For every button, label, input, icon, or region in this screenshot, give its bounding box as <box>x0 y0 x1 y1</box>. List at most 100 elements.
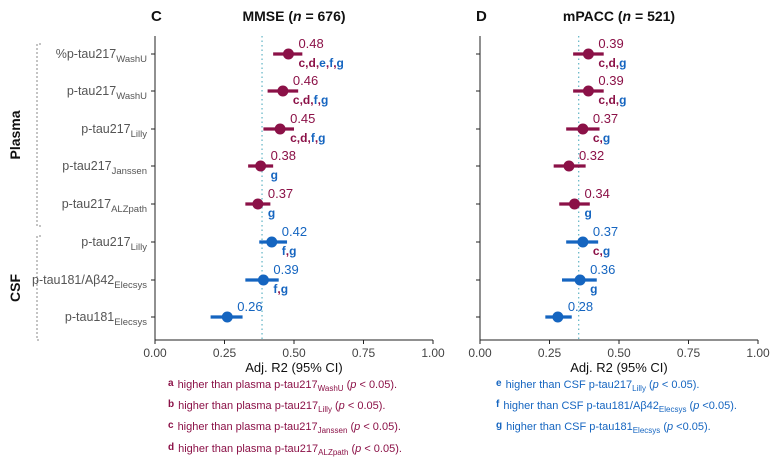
row-label: p-tau217Janssen <box>62 159 147 177</box>
footnote-text: < 0.05). <box>356 379 398 391</box>
point-estimate <box>577 123 589 135</box>
significance-letters: c,d,e,f,g <box>298 56 343 70</box>
significance-letters: g <box>590 282 597 296</box>
footnote-text: < 0.05). <box>658 379 700 391</box>
row-label: p-tau217ALZpath <box>62 197 147 215</box>
footnote-letter: a <box>168 378 174 389</box>
row-label: p-tau217Lilly <box>81 122 147 140</box>
value-label: 0.36 <box>590 262 615 277</box>
letter-comma: , <box>307 131 310 145</box>
row-label: %p-tau217WashU <box>56 47 147 65</box>
footnote-subscript: Janssen <box>317 426 348 436</box>
significance-letter: d <box>608 56 615 70</box>
letter-comma: , <box>333 56 336 70</box>
plasma-footnotes: a higher than plasma p-tau217WashU (p < 0… <box>168 376 402 461</box>
row-label-base: p-tau217 <box>81 122 130 136</box>
significance-letter: f <box>282 244 287 258</box>
footnote-p: p <box>693 400 700 413</box>
footnote-p: p <box>667 421 674 434</box>
footnote-text: higher than plasma p-tau217 <box>178 442 319 455</box>
point-estimate <box>274 123 286 135</box>
row-label-base: p-tau181/Aβ42 <box>32 273 114 287</box>
significance-letter: g <box>268 206 275 220</box>
x-axis-label: Adj. R2 (95% CI) <box>245 360 343 375</box>
footnote-text: < 0.05). <box>360 421 401 434</box>
footnote-line: c higher than plasma p-tau217Janssen (p <… <box>168 418 402 439</box>
footnote-text: ( <box>343 379 351 391</box>
significance-letter: c <box>598 56 605 70</box>
row-label-subscript: WashU <box>116 54 147 65</box>
x-tick-label: 1.00 <box>421 346 445 360</box>
point-estimate <box>255 160 267 172</box>
significance-letter: f <box>314 93 319 107</box>
footnote-text: higher than plasma p-tau217 <box>177 421 318 434</box>
significance-letter: g <box>590 282 597 296</box>
letter-comma: , <box>297 131 300 145</box>
significance-letters: g <box>585 206 592 220</box>
footnote-p: p <box>350 379 357 391</box>
footnote-subscript: Lilly <box>318 405 332 415</box>
row-label-subscript: Elecsys <box>114 317 147 328</box>
significance-letter: e <box>319 56 326 70</box>
letter-comma: , <box>286 244 289 258</box>
footnote-line: a higher than plasma p-tau217WashU (p < 0… <box>168 376 402 397</box>
footnote-line: e higher than CSF p-tau217Lilly (p < 0.05… <box>496 376 737 397</box>
letter-comma: , <box>600 244 603 258</box>
panel-letter: C <box>151 8 162 25</box>
footnote-text: ( <box>686 400 694 413</box>
footnote-text: ( <box>645 379 653 391</box>
point-estimate <box>569 198 581 210</box>
significance-letters: c,d,g <box>598 93 626 107</box>
forest-plot-figure: PlasmaCSF%p-tau217WashUp-tau217WashUp-ta… <box>7 8 770 375</box>
x-tick-label: 0.75 <box>677 346 701 360</box>
significance-letter: g <box>619 93 626 107</box>
row-label-subscript: Elecsys <box>114 280 147 291</box>
significance-letter: f <box>329 56 334 70</box>
x-tick-label: 0.50 <box>607 346 631 360</box>
letter-comma: , <box>616 93 619 107</box>
significance-letter: f <box>273 282 278 296</box>
point-estimate <box>552 311 564 323</box>
value-label: 0.46 <box>293 73 318 88</box>
x-tick-label: 0.50 <box>282 346 306 360</box>
footnote-text: ( <box>331 400 339 413</box>
significance-letter: f <box>311 131 316 145</box>
letter-comma: , <box>310 93 313 107</box>
x-tick-label: 0.00 <box>468 346 492 360</box>
row-label-subscript: WashU <box>116 91 147 102</box>
x-tick-label: 0.25 <box>213 346 237 360</box>
value-label: 0.28 <box>568 299 593 314</box>
significance-letters: f,g <box>282 244 297 258</box>
letter-comma: , <box>318 93 321 107</box>
significance-letter: c <box>298 56 305 70</box>
significance-letters: c,g <box>593 131 610 145</box>
value-label: 0.42 <box>282 224 307 239</box>
row-label-base: p-tau217 <box>81 235 130 249</box>
significance-letters: g <box>268 206 275 220</box>
value-label: 0.34 <box>585 186 610 201</box>
footnote-letter: b <box>168 399 175 411</box>
point-estimate <box>252 198 264 210</box>
row-label-base: p-tau181 <box>65 310 114 324</box>
value-label: 0.39 <box>598 36 623 51</box>
footnote-line: f higher than CSF p-tau181/Aβ42Elecsys (p… <box>496 397 737 418</box>
row-label: p-tau217WashU <box>67 84 147 102</box>
footnote-letter: d <box>168 441 175 453</box>
significance-letter: g <box>281 282 288 296</box>
group-label-plasma: Plasma <box>7 110 23 159</box>
value-label: 0.38 <box>271 148 296 163</box>
significance-letter: g <box>619 56 626 70</box>
letter-comma: , <box>616 56 619 70</box>
footnote-text: <0.05). <box>699 400 737 413</box>
footnote-letter: f <box>496 399 500 411</box>
value-label: 0.39 <box>598 73 623 88</box>
row-label-subscript: ALZpath <box>111 204 147 215</box>
point-estimate <box>574 274 586 286</box>
footnote-text: higher than plasma p-tau217 <box>178 400 319 413</box>
footnote-text: higher than CSF p-tau181/Aβ42 <box>503 400 659 413</box>
point-estimate <box>257 274 269 286</box>
significance-letters: c,g <box>593 244 610 258</box>
footnote-letter: e <box>496 378 502 389</box>
value-label: 0.39 <box>273 262 298 277</box>
letter-comma: , <box>277 282 280 296</box>
